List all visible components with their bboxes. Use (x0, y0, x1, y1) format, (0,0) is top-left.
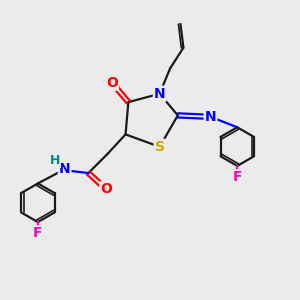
Text: N: N (205, 110, 216, 124)
Text: N: N (154, 87, 166, 101)
Text: F: F (232, 170, 242, 184)
Text: H: H (50, 154, 60, 167)
Text: N: N (59, 162, 70, 176)
Text: F: F (33, 226, 43, 240)
Text: S: S (155, 140, 165, 154)
Text: O: O (100, 182, 112, 197)
Text: O: O (106, 76, 118, 90)
